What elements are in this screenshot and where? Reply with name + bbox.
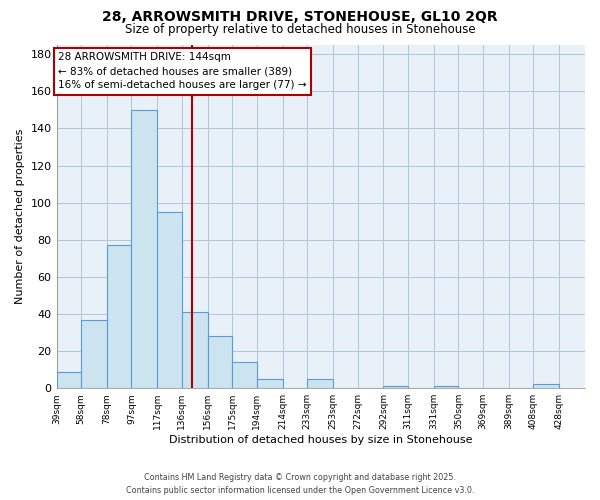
Bar xyxy=(157,212,182,388)
Y-axis label: Number of detached properties: Number of detached properties xyxy=(15,129,25,304)
Bar xyxy=(182,312,208,388)
Bar xyxy=(434,386,458,388)
Bar xyxy=(56,372,81,388)
Text: 28, ARROWSMITH DRIVE, STONEHOUSE, GL10 2QR: 28, ARROWSMITH DRIVE, STONEHOUSE, GL10 2… xyxy=(102,10,498,24)
Bar xyxy=(107,246,131,388)
Bar xyxy=(383,386,408,388)
Bar xyxy=(232,362,257,388)
X-axis label: Distribution of detached houses by size in Stonehouse: Distribution of detached houses by size … xyxy=(169,435,473,445)
Text: Size of property relative to detached houses in Stonehouse: Size of property relative to detached ho… xyxy=(125,22,475,36)
Text: Contains HM Land Registry data © Crown copyright and database right 2025.
Contai: Contains HM Land Registry data © Crown c… xyxy=(126,474,474,495)
Text: 28 ARROWSMITH DRIVE: 144sqm
← 83% of detached houses are smaller (389)
16% of se: 28 ARROWSMITH DRIVE: 144sqm ← 83% of det… xyxy=(58,52,307,90)
Bar xyxy=(81,320,107,388)
Bar xyxy=(257,379,283,388)
Bar xyxy=(533,384,559,388)
Bar xyxy=(307,379,333,388)
Bar xyxy=(208,336,232,388)
Bar xyxy=(131,110,157,388)
